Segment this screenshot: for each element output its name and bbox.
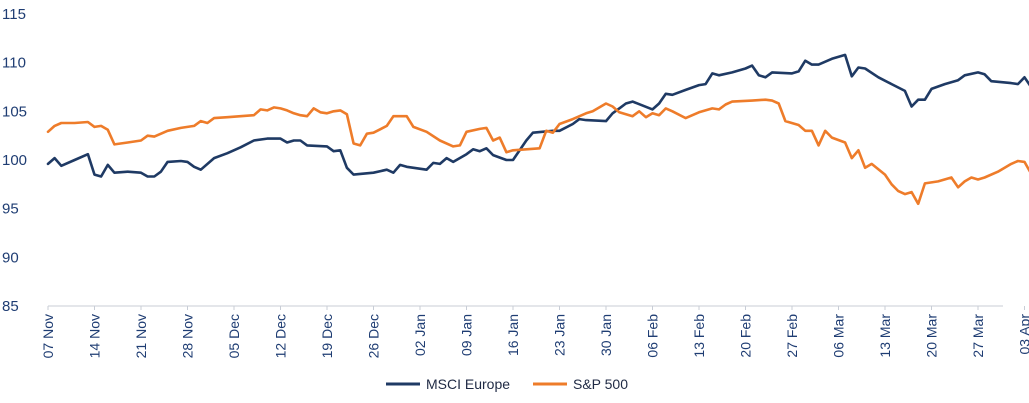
x-tick-label: 26 Dec <box>366 314 382 358</box>
y-tick-label: 105 <box>2 103 27 120</box>
legend: MSCI Europe S&P 500 <box>386 376 628 392</box>
x-tick-label: 27 Feb <box>784 314 800 358</box>
x-tick-label: 07 Nov <box>40 314 56 358</box>
x-tick-label: 21 Nov <box>133 314 149 358</box>
x-tick-label: 20 Feb <box>738 314 754 358</box>
x-tick-label: 12 Dec <box>273 314 289 358</box>
legend-label: S&P 500 <box>573 376 628 392</box>
series-line-sp-500 <box>46 98 1029 206</box>
x-tick-label: 28 Nov <box>180 314 196 358</box>
x-tick-label: 19 Dec <box>319 314 335 358</box>
x-axis-ticks: 07 Nov 14 Nov 21 Nov 28 Nov 05 Dec 12 Dec 19 D… <box>40 306 1029 358</box>
series-line-msci-europe <box>46 53 1029 178</box>
series-lines <box>46 53 1029 206</box>
legend-label: MSCI Europe <box>426 376 510 392</box>
x-tick-label: 05 Dec <box>226 314 242 358</box>
x-tick-label: 14 Nov <box>87 314 103 358</box>
x-tick-label: 13 Feb <box>691 314 707 358</box>
y-tick-label: 115 <box>2 6 26 23</box>
y-tick-label: 90 <box>2 249 19 266</box>
x-tick-label: 06 Mar <box>831 314 847 358</box>
y-tick-label: 100 <box>2 152 27 169</box>
x-tick-label: 06 Feb <box>645 314 661 358</box>
y-tick-label: 110 <box>2 55 26 72</box>
x-tick-label: 13 Mar <box>877 314 893 358</box>
y-axis-ticks: 85 90 95 100 105 110 115 <box>2 6 27 315</box>
x-tick-label: 30 Jan <box>598 314 614 356</box>
x-tick-label: 20 Mar <box>924 314 940 358</box>
x-tick-label: 09 Jan <box>459 314 475 356</box>
x-tick-label: 23 Jan <box>552 314 568 356</box>
y-tick-label: 85 <box>2 298 19 315</box>
x-tick-label: 27 Mar <box>970 314 986 358</box>
x-tick-label: 03 Apr <box>1017 314 1029 355</box>
x-tick-label: 02 Jan <box>412 314 428 356</box>
y-tick-label: 95 <box>2 201 19 218</box>
x-tick-label: 16 Jan <box>505 314 521 356</box>
